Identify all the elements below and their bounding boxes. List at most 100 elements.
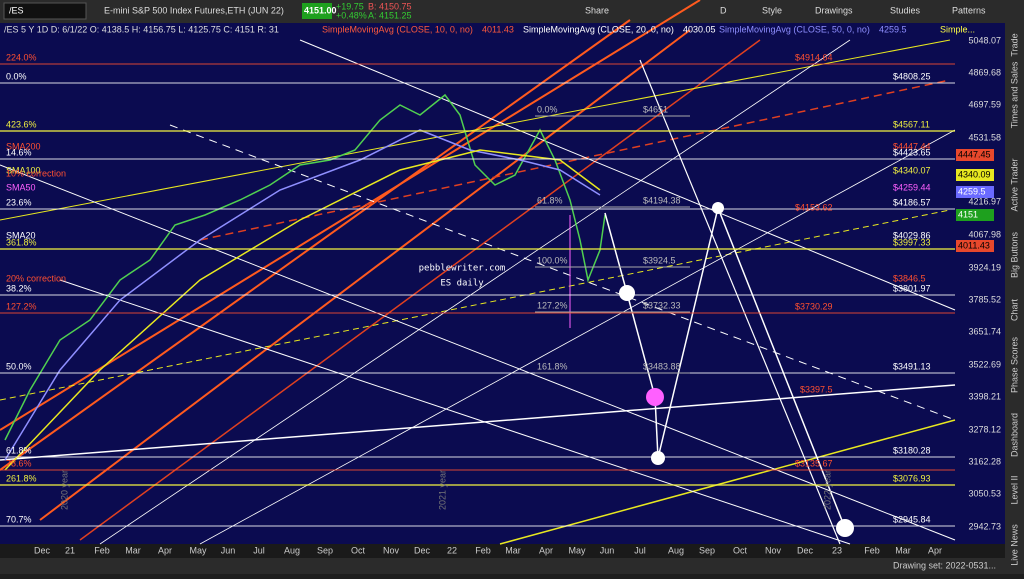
projection-node (619, 285, 635, 301)
price-tick: 3278.12 (968, 424, 1001, 434)
level-label: SMA200 (6, 141, 41, 151)
price-marker-box (956, 209, 994, 221)
status-text: Drawing set: 2022-0531... (893, 560, 996, 570)
toolbar-button[interactable]: Share (585, 5, 609, 15)
trend-line (299, 39, 956, 311)
level-price: $3491.13 (893, 361, 931, 371)
side-tab[interactable]: Trade (1009, 33, 1019, 56)
level-label: 14.6% (6, 147, 32, 157)
price-tick: 4216.97 (968, 196, 1001, 206)
toolbar-button[interactable]: Drawings (815, 5, 853, 15)
projection-node (646, 388, 664, 406)
level-label: 78.6% (6, 458, 32, 468)
level-price: $4808.25 (893, 71, 931, 81)
side-tab[interactable]: Big Buttons (1009, 231, 1019, 278)
symbol[interactable]: /ES (9, 5, 24, 15)
level-label: 20% correction (6, 273, 66, 283)
price-marker: 4259.5 (958, 186, 986, 196)
time-tick: Dec (414, 545, 431, 555)
study-value: 4011.43 (482, 24, 514, 34)
time-tick: Feb (864, 545, 880, 555)
study-name: SimpleMovingAvg (CLOSE, 50, 0, no) (719, 24, 870, 34)
study-name: SimpleMovingAvg (CLOSE, 10, 0, no) (322, 24, 473, 34)
side-tab[interactable]: Times and Sales (1009, 61, 1019, 128)
level-label: 127.2% (6, 301, 37, 311)
drawings (0, 0, 956, 545)
info-line: /ES 5 Y 1D D: 6/1/22 O: 4138.5 H: 4156.7… (4, 24, 279, 34)
trend-line (639, 59, 841, 545)
sma-line (4, 129, 601, 461)
time-tick: Apr (928, 545, 942, 555)
fib-price: $3732.33 (643, 300, 681, 310)
time-tick: 22 (447, 545, 457, 555)
side-tab[interactable]: Level II (1009, 475, 1019, 504)
level-price: $4259.44 (893, 182, 931, 192)
watermark: ES daily (440, 279, 484, 289)
time-tick: Sep (317, 545, 333, 555)
side-tab[interactable]: Live News (1009, 524, 1019, 566)
toolbar-button[interactable]: Style (762, 5, 782, 15)
change: +19.75 (336, 1, 364, 11)
ask: A: 4151.25 (368, 10, 412, 20)
level-price: $4340.07 (893, 165, 931, 175)
last-price: 4151.00 (304, 5, 337, 15)
toolbar-button[interactable]: Studies (890, 5, 921, 15)
price-marker-box (956, 186, 994, 198)
time-tick: Oct (351, 545, 366, 555)
level-label: SMA100 (6, 165, 41, 175)
projection-node (836, 519, 854, 537)
level-price: $3801.97 (893, 283, 931, 293)
price-tick: 5048.07 (968, 35, 1001, 45)
level-price: $4914.64 (795, 52, 833, 62)
side-tab[interactable]: Phase Scores (1009, 336, 1019, 393)
level-label: 23.6% (6, 197, 32, 207)
price-tick: 4869.68 (968, 67, 1001, 77)
trend-line (0, 0, 701, 431)
time-tick: Apr (539, 545, 553, 555)
fib-pct: 161.8% (537, 361, 568, 371)
time-tick: Jul (634, 545, 646, 555)
projection-path (604, 205, 846, 529)
price-tick: 4067.98 (968, 229, 1001, 239)
price-tick: 3162.28 (968, 456, 1001, 466)
time-tick: Nov (383, 545, 400, 555)
price-box (302, 3, 332, 19)
price-marker: 4340.09 (958, 169, 991, 179)
side-tab[interactable]: Active Trader (1009, 158, 1019, 211)
trend-line (0, 209, 951, 401)
projection-node (651, 451, 665, 465)
year-mark: 2020 year (59, 470, 69, 510)
level-label: 61.8% (6, 445, 32, 455)
time-tick: Nov (765, 545, 782, 555)
side-tab[interactable]: Chart (1009, 299, 1019, 322)
price-tick: 2942.73 (968, 521, 1001, 531)
level-price: $4423.65 (893, 147, 931, 157)
fib-pct: 61.8% (537, 195, 563, 205)
time-tick: May (568, 545, 586, 555)
level-price: $3397.5 (800, 384, 833, 394)
toolbar-button[interactable]: D (720, 5, 727, 15)
level-price: $4029.86 (893, 230, 931, 240)
fib-price: $3483.88 (643, 361, 681, 371)
toolbar-button[interactable]: Patterns (952, 5, 986, 15)
level-price: $4153.62 (795, 202, 833, 212)
trend-line (0, 164, 956, 541)
level-price: $4447.44 (893, 141, 931, 151)
labels: /ES E-mini S&P 500 Index Futures,ETH (JUN… (0, 1, 1019, 570)
level-price: $3846.5 (893, 273, 926, 283)
symbol-box[interactable] (3, 2, 87, 20)
price-tick: 3651.74 (968, 326, 1001, 336)
description: E-mini S&P 500 Index Futures,ETH (JUN 22… (104, 5, 284, 15)
trend-line (0, 39, 951, 221)
side-tab[interactable]: Dashboard (1009, 413, 1019, 457)
study-value: 4030.05 (683, 24, 716, 34)
price-marker-box (956, 240, 994, 252)
level-price: $2945.84 (893, 514, 931, 524)
price-tick: 4531.58 (968, 132, 1001, 142)
time-tick: Aug (284, 545, 300, 555)
year-mark: 2022 year (822, 470, 832, 510)
time-tick: Feb (94, 545, 110, 555)
time-tick: Mar (895, 545, 911, 555)
price-tick: 3522.69 (968, 359, 1001, 369)
